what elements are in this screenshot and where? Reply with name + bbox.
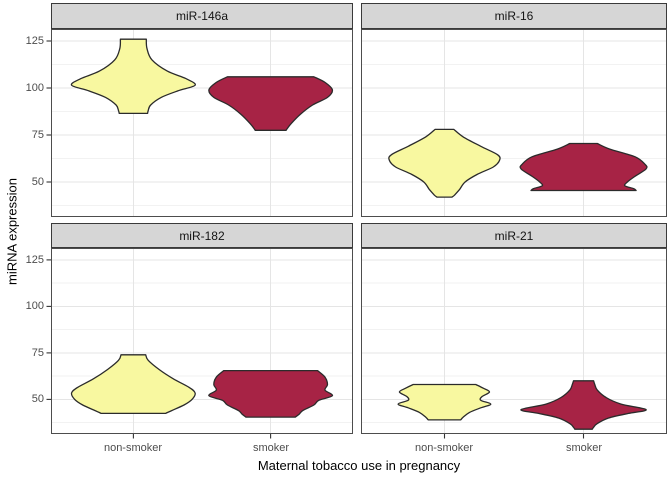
y-tick-label: 100 bbox=[25, 82, 44, 94]
y-tick-label: 75 bbox=[31, 129, 44, 141]
violin-non-smoker bbox=[397, 383, 492, 421]
facet-strip-label: miR-21 bbox=[494, 228, 534, 243]
x-tick-label: non-smoker bbox=[103, 442, 163, 454]
y-tick-label: 125 bbox=[25, 35, 44, 47]
violin-smoker bbox=[208, 76, 334, 131]
facet-strip-label: miR-16 bbox=[494, 9, 534, 23]
violin-non-smoker bbox=[70, 38, 196, 115]
x-tick-label: smoker bbox=[252, 442, 290, 454]
panel-border bbox=[361, 29, 667, 217]
panel-border bbox=[51, 29, 353, 217]
panel-background bbox=[51, 29, 353, 217]
x-tick-label: smoker bbox=[565, 442, 603, 454]
facet-panel-miR-21 bbox=[361, 248, 667, 434]
panel-border bbox=[361, 248, 667, 434]
facet-strip-mir-21: miR-21 bbox=[361, 223, 667, 248]
y-tick-label: 75 bbox=[31, 347, 44, 359]
violin-smoker bbox=[208, 369, 334, 418]
violin-smoker bbox=[519, 142, 648, 192]
violin-non-smoker bbox=[70, 354, 196, 415]
violin-non-smoker bbox=[388, 128, 501, 198]
facet-strip-label: miR-182 bbox=[179, 228, 225, 243]
y-tick-label: 100 bbox=[25, 300, 44, 312]
x-tick-label: non-smoker bbox=[414, 442, 474, 454]
facet-strip-label: miR-146a bbox=[175, 9, 229, 23]
facet-panel-miR-16 bbox=[361, 29, 667, 217]
y-tick-label: 50 bbox=[31, 176, 44, 188]
x-axis-title: Maternal tobacco use in pregnancy bbox=[257, 458, 461, 473]
panel-border bbox=[51, 248, 353, 434]
violin-smoker bbox=[520, 380, 647, 430]
facet-strip-mir-146a: miR-146a bbox=[51, 3, 353, 29]
y-tick-label: 50 bbox=[31, 393, 44, 405]
facet-strip-mir-182: miR-182 bbox=[51, 223, 353, 248]
y-tick-label: 125 bbox=[25, 254, 44, 266]
facet-panel-miR-146a bbox=[51, 29, 353, 217]
facet-panel-miR-182 bbox=[51, 248, 353, 434]
facet-strip-mir-16: miR-16 bbox=[361, 3, 667, 29]
